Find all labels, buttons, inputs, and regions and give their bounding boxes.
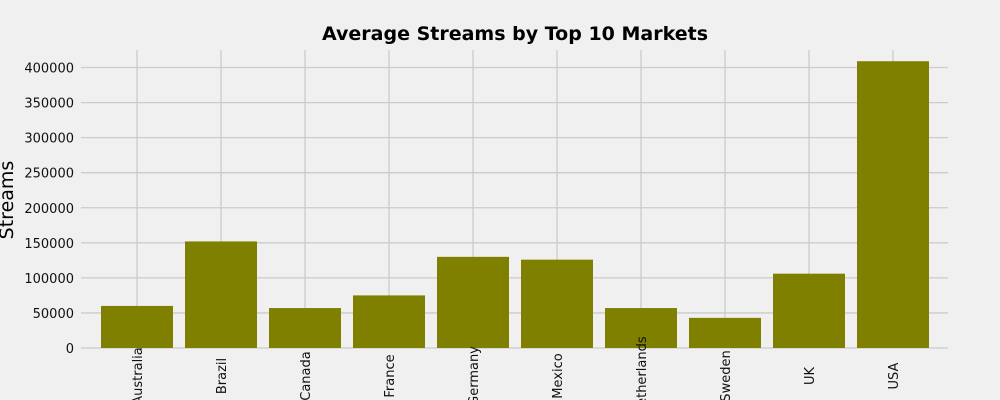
y-tick-label: 0 — [66, 342, 74, 357]
y-tick-label: 300000 — [24, 132, 74, 147]
bar-canada — [269, 308, 341, 348]
x-tick-label: UK — [803, 367, 818, 386]
y-tick-layer: 0 50000 100000 150000 200000 250000 300000 3500… — [24, 62, 74, 357]
x-tick-label: Australia — [131, 347, 146, 400]
x-tick-label: Netherlands — [635, 336, 650, 400]
bar-france — [353, 295, 425, 348]
x-tick-label: Germany — [467, 346, 482, 400]
bar-brazil — [185, 241, 257, 348]
x-tick-label: Brazil — [215, 358, 230, 394]
y-tick-label: 350000 — [24, 97, 74, 112]
x-tick-label: Mexico — [551, 353, 566, 398]
bar-netherlands — [605, 308, 677, 348]
x-tick-label: France — [383, 354, 398, 397]
bar-sweden — [689, 317, 761, 348]
y-tick-label: 50000 — [33, 307, 74, 322]
bar-mexico — [521, 259, 593, 348]
y-tick-label: 100000 — [24, 272, 74, 287]
x-tick-label: USA — [887, 362, 902, 389]
bars-layer — [101, 61, 929, 349]
x-tick-label: Sweden — [719, 350, 734, 400]
y-tick-label: 200000 — [24, 202, 74, 217]
bar-uk — [773, 273, 845, 348]
x-tick-label: Canada — [299, 351, 314, 400]
y-tick-label: 250000 — [24, 167, 74, 182]
bar-germany — [437, 256, 509, 348]
chart-title: Average Streams by Top 10 Markets — [322, 23, 708, 45]
x-tick-layer: Australia Brazil Canada France Germany Mexico… — [131, 336, 902, 400]
y-tick-label: 150000 — [24, 237, 74, 252]
bar-usa — [857, 61, 929, 349]
bar-australia — [101, 305, 173, 348]
y-axis-label: Streams — [0, 161, 18, 240]
y-tick-label: 400000 — [24, 62, 74, 77]
